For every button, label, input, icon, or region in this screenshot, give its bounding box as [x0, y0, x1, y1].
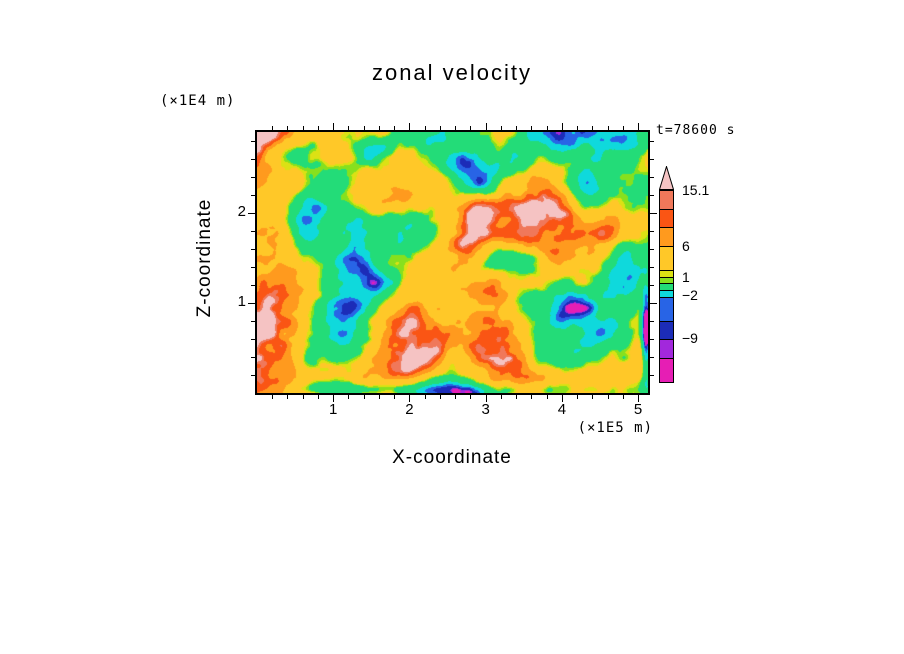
x-minor-tick: [394, 395, 395, 399]
colorbar-label: 1: [682, 268, 690, 285]
x-major-tick: [562, 123, 563, 130]
y-major-tick: [650, 303, 657, 304]
x-minor-tick: [318, 395, 319, 399]
x-minor-tick: [379, 395, 380, 399]
x-major-tick: [638, 395, 639, 402]
colorbar-segment: [660, 191, 673, 209]
y-axis-unit-label: (×1E4 m): [160, 93, 236, 109]
y-minor-tick: [650, 339, 654, 340]
x-major-tick: [409, 395, 410, 402]
x-minor-tick: [470, 395, 471, 399]
x-minor-tick: [425, 395, 426, 399]
y-minor-tick: [650, 285, 654, 286]
x-minor-tick: [287, 395, 288, 399]
x-minor-tick: [348, 395, 349, 399]
colorbar-segment: [660, 321, 673, 340]
colorbar-label: 6: [682, 237, 690, 254]
colorbar-segment: [660, 339, 673, 358]
y-minor-tick: [650, 159, 654, 160]
x-minor-tick: [303, 395, 304, 399]
plot-frame: [255, 130, 650, 395]
colorbar-segment: [660, 296, 673, 322]
colorbar-segment: [660, 227, 673, 246]
x-tick-label: 5: [633, 401, 643, 418]
y-tick-label: 1: [237, 293, 246, 310]
colorbar-segment: [660, 208, 673, 228]
colorbar-segments: [659, 190, 674, 383]
x-major-tick: [333, 123, 334, 130]
x-minor-tick: [592, 395, 593, 399]
x-minor-tick: [547, 395, 548, 399]
colorbar-segment: [660, 276, 673, 284]
time-annotation: t=78600 s: [656, 123, 736, 138]
y-tick-label: 2: [237, 203, 246, 220]
x-minor-tick: [364, 395, 365, 399]
colorbar-segment: [660, 245, 673, 270]
x-major-tick: [409, 123, 410, 130]
x-major-tick: [562, 395, 563, 402]
y-major-tick: [248, 213, 255, 214]
colorbar-label: −2: [682, 287, 698, 304]
y-minor-tick: [650, 249, 654, 250]
x-axis-unit-label: (×1E5 m): [577, 420, 653, 436]
colorbar-label: 15.1: [682, 182, 710, 198]
x-minor-tick: [440, 395, 441, 399]
x-tick-label: 1: [329, 401, 338, 418]
contour-field-canvas: [257, 132, 648, 393]
x-tick-label: 3: [481, 401, 490, 418]
y-major-tick: [248, 303, 255, 304]
colorbar-labels: 15.1 6 1 −2 −9: [682, 0, 752, 654]
plot-title: zonal velocity: [371, 60, 533, 85]
y-minor-tick: [650, 267, 654, 268]
colorbar-segment: [660, 290, 673, 297]
colorbar-overflow-arrow-icon: [659, 166, 674, 190]
y-major-tick: [650, 213, 657, 214]
x-axis-title: X-coordinate: [392, 447, 512, 468]
x-tick-label: 2: [405, 401, 414, 418]
y-minor-tick: [650, 357, 654, 358]
y-minor-tick: [650, 231, 654, 232]
y-minor-tick: [650, 141, 654, 142]
x-tick-label: 4: [557, 401, 567, 418]
x-minor-tick: [623, 395, 624, 399]
x-minor-tick: [608, 395, 609, 399]
colorbar-segment: [660, 283, 673, 291]
x-minor-tick: [272, 395, 273, 399]
y-minor-tick: [650, 177, 654, 178]
x-minor-tick: [577, 395, 578, 399]
x-minor-tick: [501, 395, 502, 399]
x-minor-tick: [531, 395, 532, 399]
y-axis-title: Z-coordinate: [194, 198, 215, 318]
colorbar-segment: [660, 269, 673, 277]
colorbar: [659, 166, 674, 383]
colorbar-segment: [660, 357, 673, 382]
x-minor-tick: [455, 395, 456, 399]
x-major-tick: [638, 123, 639, 130]
colorbar-label: −9: [682, 330, 698, 346]
y-minor-tick: [650, 195, 654, 196]
x-minor-tick: [516, 395, 517, 399]
x-major-tick: [486, 395, 487, 402]
y-minor-tick: [650, 321, 654, 322]
x-major-tick: [333, 395, 334, 402]
x-major-tick: [486, 123, 487, 130]
y-minor-tick: [650, 375, 654, 376]
